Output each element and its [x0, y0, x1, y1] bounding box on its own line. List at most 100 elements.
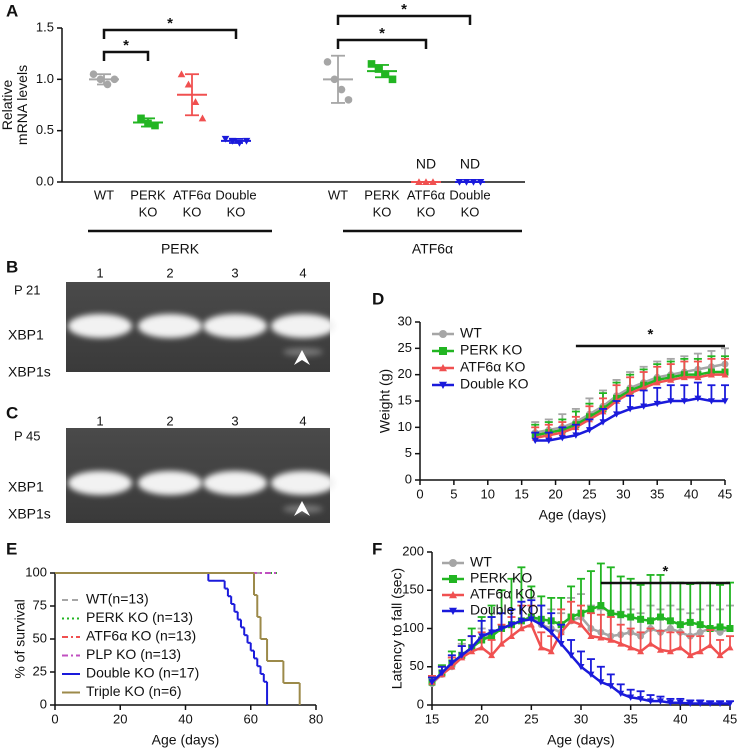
y-tick-label: 0 — [405, 471, 412, 486]
x-tick-label: 25 — [524, 711, 538, 726]
x-tick-label: 30 — [616, 486, 630, 501]
marker — [607, 609, 615, 617]
y-tick-label: 20 — [398, 366, 412, 381]
x-category-label: KO — [183, 204, 202, 219]
marker — [706, 625, 714, 632]
significance-label: * — [401, 1, 407, 18]
marker — [110, 75, 119, 84]
panel-label: D — [372, 289, 384, 308]
marker — [680, 398, 688, 405]
marker — [666, 617, 674, 625]
marker — [617, 690, 625, 698]
marker — [617, 640, 625, 647]
marker — [667, 398, 675, 405]
marker — [507, 632, 515, 639]
marker — [449, 607, 457, 615]
marker — [676, 644, 684, 651]
marker — [686, 618, 694, 626]
marker — [585, 427, 593, 434]
marker — [676, 699, 684, 707]
marker — [507, 621, 515, 629]
marker — [531, 437, 539, 444]
gel-band — [271, 314, 335, 338]
marker — [696, 628, 704, 636]
x-tick-label: 20 — [113, 711, 127, 726]
lane-label: 1 — [96, 413, 103, 428]
marker — [323, 58, 332, 66]
gel-band — [68, 471, 132, 495]
significance-label: * — [123, 37, 129, 54]
marker — [577, 621, 585, 628]
marker — [448, 660, 456, 667]
marker — [637, 696, 645, 703]
marker — [599, 419, 607, 426]
marker — [242, 137, 251, 145]
x-axis-title: Age (days) — [152, 732, 220, 748]
legend-label: PERK KO — [460, 342, 522, 358]
y-tick-label: 200 — [402, 543, 424, 558]
marker — [686, 651, 694, 659]
marker — [726, 644, 734, 651]
significance-label: * — [663, 563, 669, 580]
marker — [640, 384, 648, 391]
marker — [577, 663, 585, 671]
marker — [694, 373, 702, 381]
marker — [656, 613, 664, 621]
marker — [557, 641, 565, 648]
marker — [439, 347, 447, 355]
marker — [680, 373, 688, 381]
annotation: ND — [416, 156, 436, 172]
marker — [637, 647, 645, 655]
marker — [462, 178, 471, 186]
x-tick-label: 35 — [623, 711, 637, 726]
y-tick-label: 100 — [25, 564, 47, 579]
lane-label: 2 — [166, 265, 173, 280]
lane-label: 3 — [231, 413, 238, 428]
x-tick-label: 15 — [514, 486, 528, 501]
marker — [488, 629, 496, 636]
marker — [558, 435, 566, 442]
lane-label: 4 — [299, 265, 306, 280]
x-category-label: KO — [417, 204, 436, 219]
arrowhead — [294, 501, 310, 516]
marker — [337, 85, 346, 94]
marker — [221, 135, 230, 143]
x-tick-label: 45 — [718, 486, 732, 501]
marker — [627, 694, 635, 701]
x-category-label: Double — [449, 187, 490, 202]
group-label: ATF6α — [412, 241, 453, 257]
x-axis-title: Age (days) — [539, 507, 607, 523]
legend-label: WT — [470, 554, 492, 570]
marker — [607, 636, 615, 643]
y-axis-title: % of survival — [12, 599, 28, 678]
legend-label: WT(n=13) — [86, 591, 149, 607]
marker — [184, 80, 193, 88]
marker — [367, 60, 376, 68]
x-tick-label: 10 — [481, 486, 495, 501]
x-category-label: KO — [373, 204, 392, 219]
x-tick-label: 30 — [574, 711, 588, 726]
x-tick-label: 0 — [416, 486, 423, 501]
y-tick-label: 10 — [398, 419, 412, 434]
marker — [647, 640, 655, 647]
marker — [647, 617, 655, 625]
marker — [676, 621, 684, 629]
marker — [626, 389, 634, 396]
significance-bracket — [102, 50, 150, 61]
marker — [476, 178, 485, 186]
marker — [637, 615, 645, 623]
x-tick-label: 20 — [548, 486, 562, 501]
y-tick-label: 1.5 — [36, 19, 54, 34]
marker — [498, 625, 506, 632]
x-tick-label: 40 — [684, 486, 698, 501]
legend-label: Double KO (n=17) — [86, 665, 199, 681]
y-tick-label: 150 — [402, 582, 424, 597]
x-category-label: PERK — [364, 187, 400, 202]
marker — [613, 411, 621, 418]
group-label: PERK — [161, 241, 200, 257]
y-axis-title: mRNA levels — [14, 65, 30, 145]
marker — [696, 647, 704, 655]
marker — [344, 96, 353, 104]
marker — [666, 625, 674, 632]
marker — [429, 178, 437, 186]
